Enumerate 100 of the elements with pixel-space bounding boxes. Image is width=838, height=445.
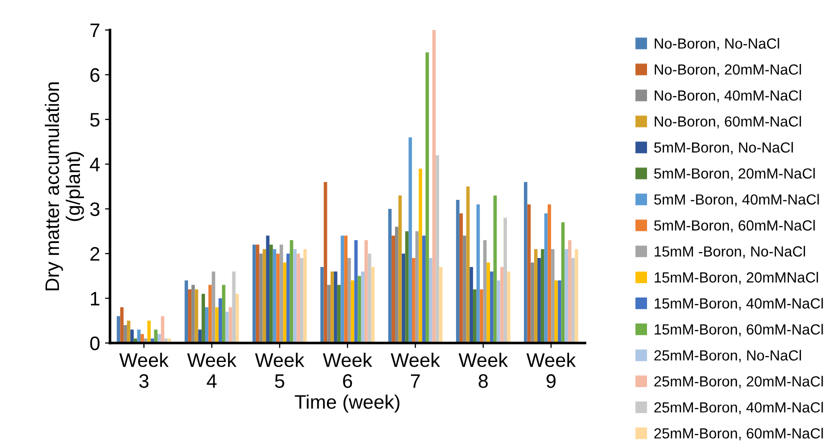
bar (350, 280, 354, 343)
bar (408, 137, 412, 343)
bar (232, 271, 236, 343)
bar (368, 254, 372, 343)
y-tick-label: 0 (90, 336, 100, 350)
bar (283, 262, 286, 343)
legend-label: 5mM-Boron, 60mM-NaCl (654, 220, 815, 232)
bar (524, 182, 528, 343)
bar (334, 271, 338, 343)
bar (266, 236, 270, 343)
x-tick-label: Week 7 (390, 352, 440, 388)
bar (571, 258, 575, 343)
bar (252, 244, 256, 343)
bar (262, 249, 266, 343)
legend-label: No-Boron, 20mM-NaCl (654, 64, 801, 76)
bar (236, 294, 239, 343)
bar (548, 204, 552, 343)
bar (188, 289, 192, 343)
bar (534, 249, 538, 343)
bar (184, 280, 188, 343)
y-tick-label: 6 (90, 68, 100, 82)
bar (280, 244, 284, 343)
y-tick-label: 5 (90, 113, 100, 127)
x-tick-label: Week 5 (255, 352, 304, 388)
bar (476, 204, 480, 343)
bar (412, 258, 416, 343)
bar (459, 213, 463, 343)
x-axis-title: Time (week) (294, 394, 400, 413)
bar (269, 244, 273, 343)
bar (439, 266, 442, 343)
bar (364, 240, 368, 343)
bar (538, 258, 541, 343)
bar (225, 312, 229, 343)
bar (202, 294, 205, 343)
bar (272, 249, 276, 343)
bar (218, 298, 222, 343)
x-tick-label: Week 9 (526, 352, 576, 388)
bar (361, 271, 364, 343)
y-axis-title: Dry matter accumulation (g/plant) (44, 82, 84, 290)
bar (158, 334, 161, 343)
bar (126, 320, 130, 343)
bar (554, 280, 558, 343)
bar (344, 236, 348, 343)
bar (205, 307, 208, 343)
legend-label: No-Boron, 40mM-NaCl (654, 90, 801, 102)
bar (564, 249, 568, 343)
bar (405, 231, 409, 343)
bar (436, 155, 440, 343)
bar (426, 52, 429, 343)
x-tick-label: Week 8 (458, 352, 508, 388)
bar (327, 284, 331, 343)
bar (222, 284, 226, 343)
bar (392, 236, 395, 343)
bar (388, 208, 392, 343)
bar (330, 271, 334, 343)
legend-label: No-Boron, 60mM-NaCl (654, 116, 801, 128)
bar (473, 289, 476, 343)
bar (470, 266, 474, 343)
x-tick-label: Week 3 (119, 352, 169, 388)
bar (415, 231, 419, 343)
legend-label: 15mM-Boron, 60mM-NaCl (654, 324, 823, 336)
bar (130, 330, 134, 343)
bar (504, 218, 507, 343)
legend-label: 5mM-Boron, 20mM-NaCl (654, 168, 815, 180)
bar (500, 266, 504, 343)
y-tick-label: 7 (90, 24, 100, 38)
bar (568, 240, 572, 343)
legend-label: No-Boron, No-NaCl (654, 38, 780, 50)
y-tick-label: 1 (90, 292, 100, 306)
y-tick-label: 2 (90, 247, 100, 261)
bar (490, 271, 494, 343)
x-tick-label: Week 6 (322, 352, 372, 388)
bar (293, 249, 297, 343)
bar (300, 258, 304, 343)
x-tick-label: Week 4 (187, 352, 236, 388)
bar (395, 226, 398, 343)
bar (296, 254, 300, 343)
bar (506, 271, 510, 343)
bar (348, 258, 351, 343)
legend-label: 25mM-Boron, No-NaCl (654, 350, 801, 362)
bar (191, 284, 195, 343)
bar (256, 244, 260, 343)
bar (303, 249, 307, 343)
bar (456, 200, 460, 343)
legend-label: 15mM-Boron, 20mMNaCl (654, 272, 818, 284)
bar (320, 266, 324, 343)
bar (486, 262, 490, 343)
bar (340, 236, 344, 343)
legend-label: 15mM-Boron, 40mM-NaCl (654, 298, 823, 310)
y-tick-label: 4 (90, 158, 100, 172)
bar (286, 254, 290, 343)
bar (540, 249, 544, 343)
bar (462, 236, 466, 343)
bar (120, 307, 124, 343)
bar (398, 195, 402, 343)
bar (215, 307, 219, 343)
legend-label: 25mM-Boron, 20mM-NaCl (654, 376, 823, 388)
bar (493, 195, 497, 343)
bar (140, 334, 144, 343)
bar (124, 325, 127, 343)
